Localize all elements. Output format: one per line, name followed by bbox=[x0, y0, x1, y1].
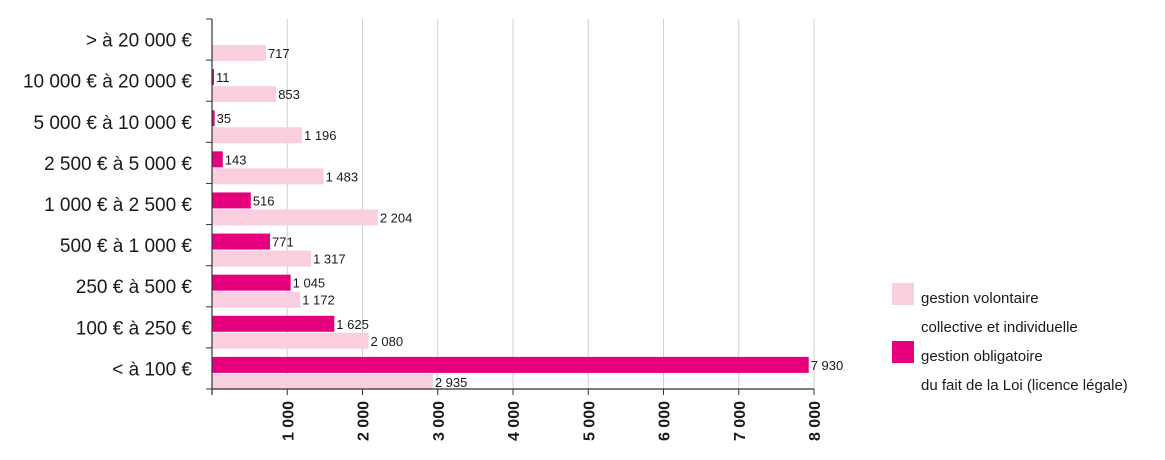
category-label-2: 5 000 € à 10 000 € bbox=[34, 113, 193, 134]
bar-volontaire-4 bbox=[212, 209, 378, 226]
x-tick-label-7: 8 000 bbox=[807, 401, 824, 441]
x-tick-label-2: 3 000 bbox=[431, 401, 448, 441]
x-tick-label-6: 7 000 bbox=[732, 401, 749, 441]
bar-obligatoire-3 bbox=[212, 151, 223, 168]
value-label-volontaire-6: 1 172 bbox=[302, 293, 335, 308]
value-label-obligatoire-5: 771 bbox=[272, 235, 294, 250]
bar-volontaire-7 bbox=[212, 332, 369, 349]
x-tick-label-0: 1 000 bbox=[280, 401, 297, 441]
value-label-volontaire-7: 2 080 bbox=[371, 334, 404, 349]
bar-volontaire-1 bbox=[212, 86, 277, 103]
x-tick-label-4: 5 000 bbox=[581, 401, 598, 441]
category-label-5: 500 € à 1 000 € bbox=[60, 236, 192, 257]
value-label-volontaire-5: 1 317 bbox=[313, 252, 346, 267]
category-label-7: 100 € à 250 € bbox=[76, 318, 193, 339]
bar-volontaire-3 bbox=[212, 168, 324, 185]
bar-obligatoire-6 bbox=[212, 274, 291, 291]
value-label-volontaire-1: 853 bbox=[278, 87, 300, 102]
value-label-volontaire-0: 717 bbox=[268, 46, 290, 61]
value-label-volontaire-3: 1 483 bbox=[326, 169, 359, 184]
legend-swatch-obligatoire bbox=[892, 341, 914, 363]
bar-volontaire-5 bbox=[212, 250, 312, 267]
category-label-1: 10 000 € à 20 000 € bbox=[23, 72, 192, 93]
bars-group: 717 11 853 35 1 196 143 1 483 516 2 204 771 1 317 1… bbox=[212, 45, 843, 390]
value-label-obligatoire-3: 143 bbox=[225, 152, 247, 167]
bar-obligatoire-4 bbox=[212, 192, 251, 209]
bar-volontaire-6 bbox=[212, 291, 301, 308]
bar-obligatoire-1 bbox=[212, 69, 214, 86]
value-label-obligatoire-7: 1 625 bbox=[336, 317, 369, 332]
legend-swatch-volontaire bbox=[892, 283, 914, 305]
legend-label-obligatoire-line1: gestion obligatoire bbox=[921, 348, 1043, 365]
category-labels: > à 20 000 € 10 000 € à 20 000 € 5 000 € à… bbox=[23, 31, 192, 381]
bar-obligatoire-2 bbox=[212, 110, 215, 127]
bar-volontaire-2 bbox=[212, 127, 302, 144]
bar-obligatoire-8 bbox=[212, 356, 809, 373]
legend-label-volontaire-line2: collective et individuelle bbox=[921, 319, 1078, 336]
category-label-0: > à 20 000 € bbox=[86, 31, 193, 52]
category-label-4: 1 000 € à 2 500 € bbox=[44, 195, 192, 216]
x-tick-label-5: 6 000 bbox=[657, 401, 674, 441]
axes bbox=[206, 18, 815, 395]
value-label-obligatoire-6: 1 045 bbox=[293, 276, 326, 291]
x-tick-label-3: 4 000 bbox=[506, 401, 523, 441]
category-label-3: 2 500 € à 5 000 € bbox=[44, 154, 192, 175]
legend-label-obligatoire-line2: du fait de la Loi (licence légale) bbox=[921, 377, 1128, 394]
gridlines bbox=[286, 19, 815, 389]
x-tick-labels: 1 000 2 000 3 000 4 000 5 000 6 000 7 000 8 000 bbox=[280, 401, 824, 441]
value-label-obligatoire-8: 7 930 bbox=[811, 358, 844, 373]
legend: gestion volontaire collective et individ… bbox=[892, 283, 1128, 394]
value-label-volontaire-8: 2 935 bbox=[435, 375, 468, 390]
value-label-volontaire-2: 1 196 bbox=[304, 128, 337, 143]
value-label-obligatoire-1: 11 bbox=[216, 70, 230, 85]
value-label-obligatoire-2: 35 bbox=[217, 111, 231, 126]
value-label-volontaire-4: 2 204 bbox=[380, 210, 413, 225]
bar-obligatoire-5 bbox=[212, 233, 271, 250]
value-label-obligatoire-4: 516 bbox=[253, 193, 275, 208]
legend-label-volontaire-line1: gestion volontaire bbox=[921, 290, 1039, 307]
category-label-8: < à 100 € bbox=[112, 359, 192, 380]
bar-obligatoire-7 bbox=[212, 315, 335, 332]
x-tick-label-1: 2 000 bbox=[356, 401, 373, 441]
bar-volontaire-0 bbox=[212, 45, 266, 61]
bar-volontaire-8 bbox=[212, 373, 433, 390]
category-label-6: 250 € à 500 € bbox=[76, 277, 193, 298]
